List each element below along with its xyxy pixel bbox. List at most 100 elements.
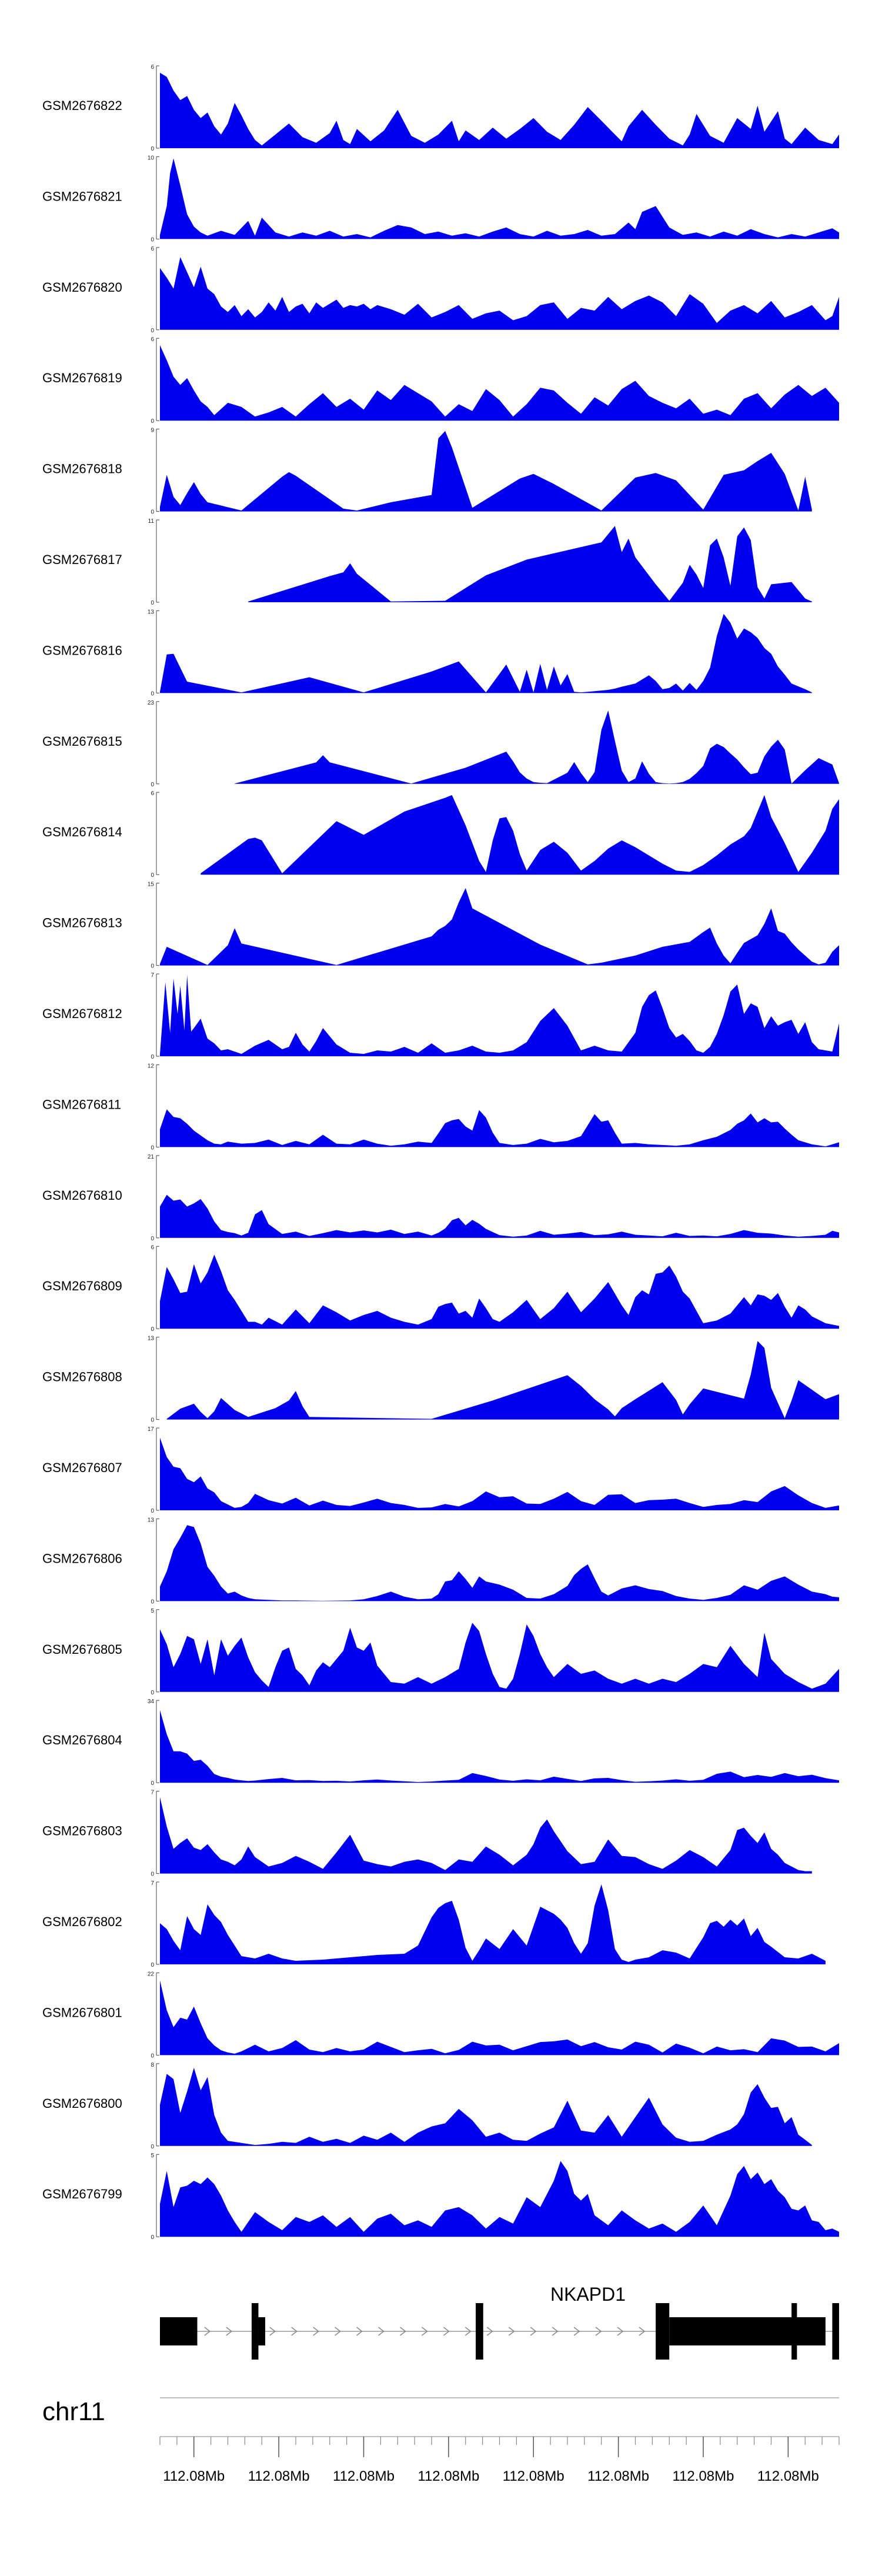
track-GSM2676813: GSM2676813 15 0 xyxy=(42,882,839,970)
y-axis-min-label: 0 xyxy=(151,2234,154,2241)
y-axis-min-label: 0 xyxy=(151,690,154,697)
track-label: GSM2676815 xyxy=(42,734,122,749)
y-axis-min-label: 0 xyxy=(151,2144,154,2150)
y-axis-min-label: 0 xyxy=(151,1690,154,1696)
y-axis-max-label: 12 xyxy=(148,1063,155,1069)
y-axis-min-label: 0 xyxy=(151,418,154,425)
y-axis-max-label: 5 xyxy=(151,2153,154,2159)
strand-arrow xyxy=(400,2327,406,2336)
coverage-area xyxy=(160,1437,839,1510)
y-axis-max-label: 7 xyxy=(151,1790,154,1796)
y-axis-max-label: 13 xyxy=(148,1336,155,1342)
y-axis-min-label: 0 xyxy=(151,509,154,516)
exon-7 xyxy=(832,2303,839,2360)
track-label: GSM2676817 xyxy=(42,552,122,567)
coverage-area xyxy=(160,888,839,966)
track-GSM2676821: GSM2676821 10 0 xyxy=(42,155,839,243)
track-GSM2676799: GSM2676799 5 0 xyxy=(42,2153,839,2241)
y-axis-min-label: 0 xyxy=(151,146,154,152)
gene-annotation-track: NKAPD1 xyxy=(160,2284,839,2360)
track-GSM2676816: GSM2676816 13 0 xyxy=(42,609,812,697)
coverage-area xyxy=(160,1194,839,1238)
tick-label: 112.08Mb xyxy=(503,2468,564,2484)
exon-2 xyxy=(258,2317,266,2345)
strand-arrow xyxy=(356,2327,363,2336)
strand-arrow xyxy=(530,2327,537,2336)
track-label: GSM2676808 xyxy=(42,1370,122,1384)
strand-arrow xyxy=(421,2327,428,2336)
coverage-tracks: GSM267682260GSM2676821100GSM267682060GSM… xyxy=(42,64,840,2241)
track-GSM2676819: GSM2676819 6 0 xyxy=(42,336,839,425)
tick-label: 112.08Mb xyxy=(333,2468,395,2484)
y-axis-max-label: 7 xyxy=(151,972,154,979)
coverage-area xyxy=(160,345,839,421)
track-GSM2676820: GSM2676820 6 0 xyxy=(42,246,839,334)
coverage-area xyxy=(160,1797,812,1874)
track-label: GSM2676812 xyxy=(42,1006,122,1021)
strand-arrow xyxy=(573,2327,580,2336)
y-axis-min-label: 0 xyxy=(151,872,154,879)
track-GSM2676811: GSM2676811 12 0 xyxy=(42,1063,839,1151)
y-axis-max-label: 6 xyxy=(151,790,154,797)
y-axis-min-label: 0 xyxy=(151,236,154,243)
coverage-area xyxy=(166,1341,840,1420)
track-GSM2676804: GSM2676804 34 0 xyxy=(42,1699,839,1787)
y-axis-max-label: 17 xyxy=(148,1426,155,1433)
y-axis-max-label: 6 xyxy=(151,1244,154,1251)
exon-1 xyxy=(251,2303,259,2360)
coverage-area xyxy=(160,158,839,239)
y-axis-max-label: 13 xyxy=(148,1517,155,1523)
coverage-area xyxy=(160,257,839,330)
strand-arrow xyxy=(378,2327,385,2336)
strand-arrow xyxy=(595,2327,602,2336)
coverage-area xyxy=(160,1710,839,1783)
track-label: GSM2676800 xyxy=(42,2096,122,2111)
track-label: GSM2676811 xyxy=(42,1097,121,1112)
y-axis-min-label: 0 xyxy=(151,1326,154,1333)
strand-arrow xyxy=(552,2327,559,2336)
track-label: GSM2676816 xyxy=(42,643,122,658)
track-GSM2676810: GSM2676810 21 0 xyxy=(42,1154,839,1242)
track-GSM2676807: GSM2676807 17 0 xyxy=(42,1426,839,1514)
strand-arrow xyxy=(313,2327,319,2336)
strand-arrow xyxy=(465,2327,472,2336)
y-axis-max-label: 10 xyxy=(148,155,155,161)
strand-arrow xyxy=(486,2327,493,2336)
strand-arrow xyxy=(639,2327,646,2336)
y-axis-max-label: 6 xyxy=(151,64,154,71)
track-GSM2676801: GSM2676801 22 0 xyxy=(42,1971,839,2059)
strand-arrow xyxy=(204,2327,211,2336)
y-axis-min-label: 0 xyxy=(151,1508,154,1514)
track-label: GSM2676806 xyxy=(42,1551,122,1566)
strand-arrow xyxy=(226,2327,233,2336)
strand-arrow xyxy=(269,2327,276,2336)
track-label: GSM2676801 xyxy=(42,2005,122,2020)
coverage-area xyxy=(160,975,839,1056)
genome-axis: chr11 112.08Mb 112.08Mb 112.08Mb 112.08Mb 112… xyxy=(42,2397,840,2484)
coverage-area xyxy=(235,710,840,784)
y-axis-min-label: 0 xyxy=(151,1780,154,1787)
y-axis-max-label: 22 xyxy=(148,1971,155,1977)
gene-name-label: NKAPD1 xyxy=(550,2284,626,2305)
track-label: GSM2676821 xyxy=(42,189,122,203)
track-GSM2676817: GSM2676817 11 0 xyxy=(42,518,812,606)
track-label: GSM2676805 xyxy=(42,1642,122,1657)
y-axis-max-label: 8 xyxy=(151,2062,154,2068)
y-axis-max-label: 6 xyxy=(151,246,154,252)
tick-label: 112.08Mb xyxy=(248,2468,310,2484)
coverage-area xyxy=(160,1525,839,1601)
track-label: GSM2676814 xyxy=(42,825,122,839)
exon-4 xyxy=(656,2303,670,2360)
y-axis-min-label: 0 xyxy=(151,600,154,606)
coverage-area xyxy=(160,72,839,148)
strand-arrow xyxy=(508,2327,515,2336)
y-axis-max-label: 21 xyxy=(148,1154,155,1160)
tick-label: 112.08Mb xyxy=(673,2468,734,2484)
track-GSM2676800: GSM2676800 8 0 xyxy=(42,2062,812,2150)
track-GSM2676809: GSM2676809 6 0 xyxy=(42,1244,839,1333)
track-label: GSM2676802 xyxy=(42,1914,122,1929)
track-label: GSM2676809 xyxy=(42,1279,122,1293)
track-label: GSM2676804 xyxy=(42,1733,122,1747)
y-axis-min-label: 0 xyxy=(151,328,154,334)
